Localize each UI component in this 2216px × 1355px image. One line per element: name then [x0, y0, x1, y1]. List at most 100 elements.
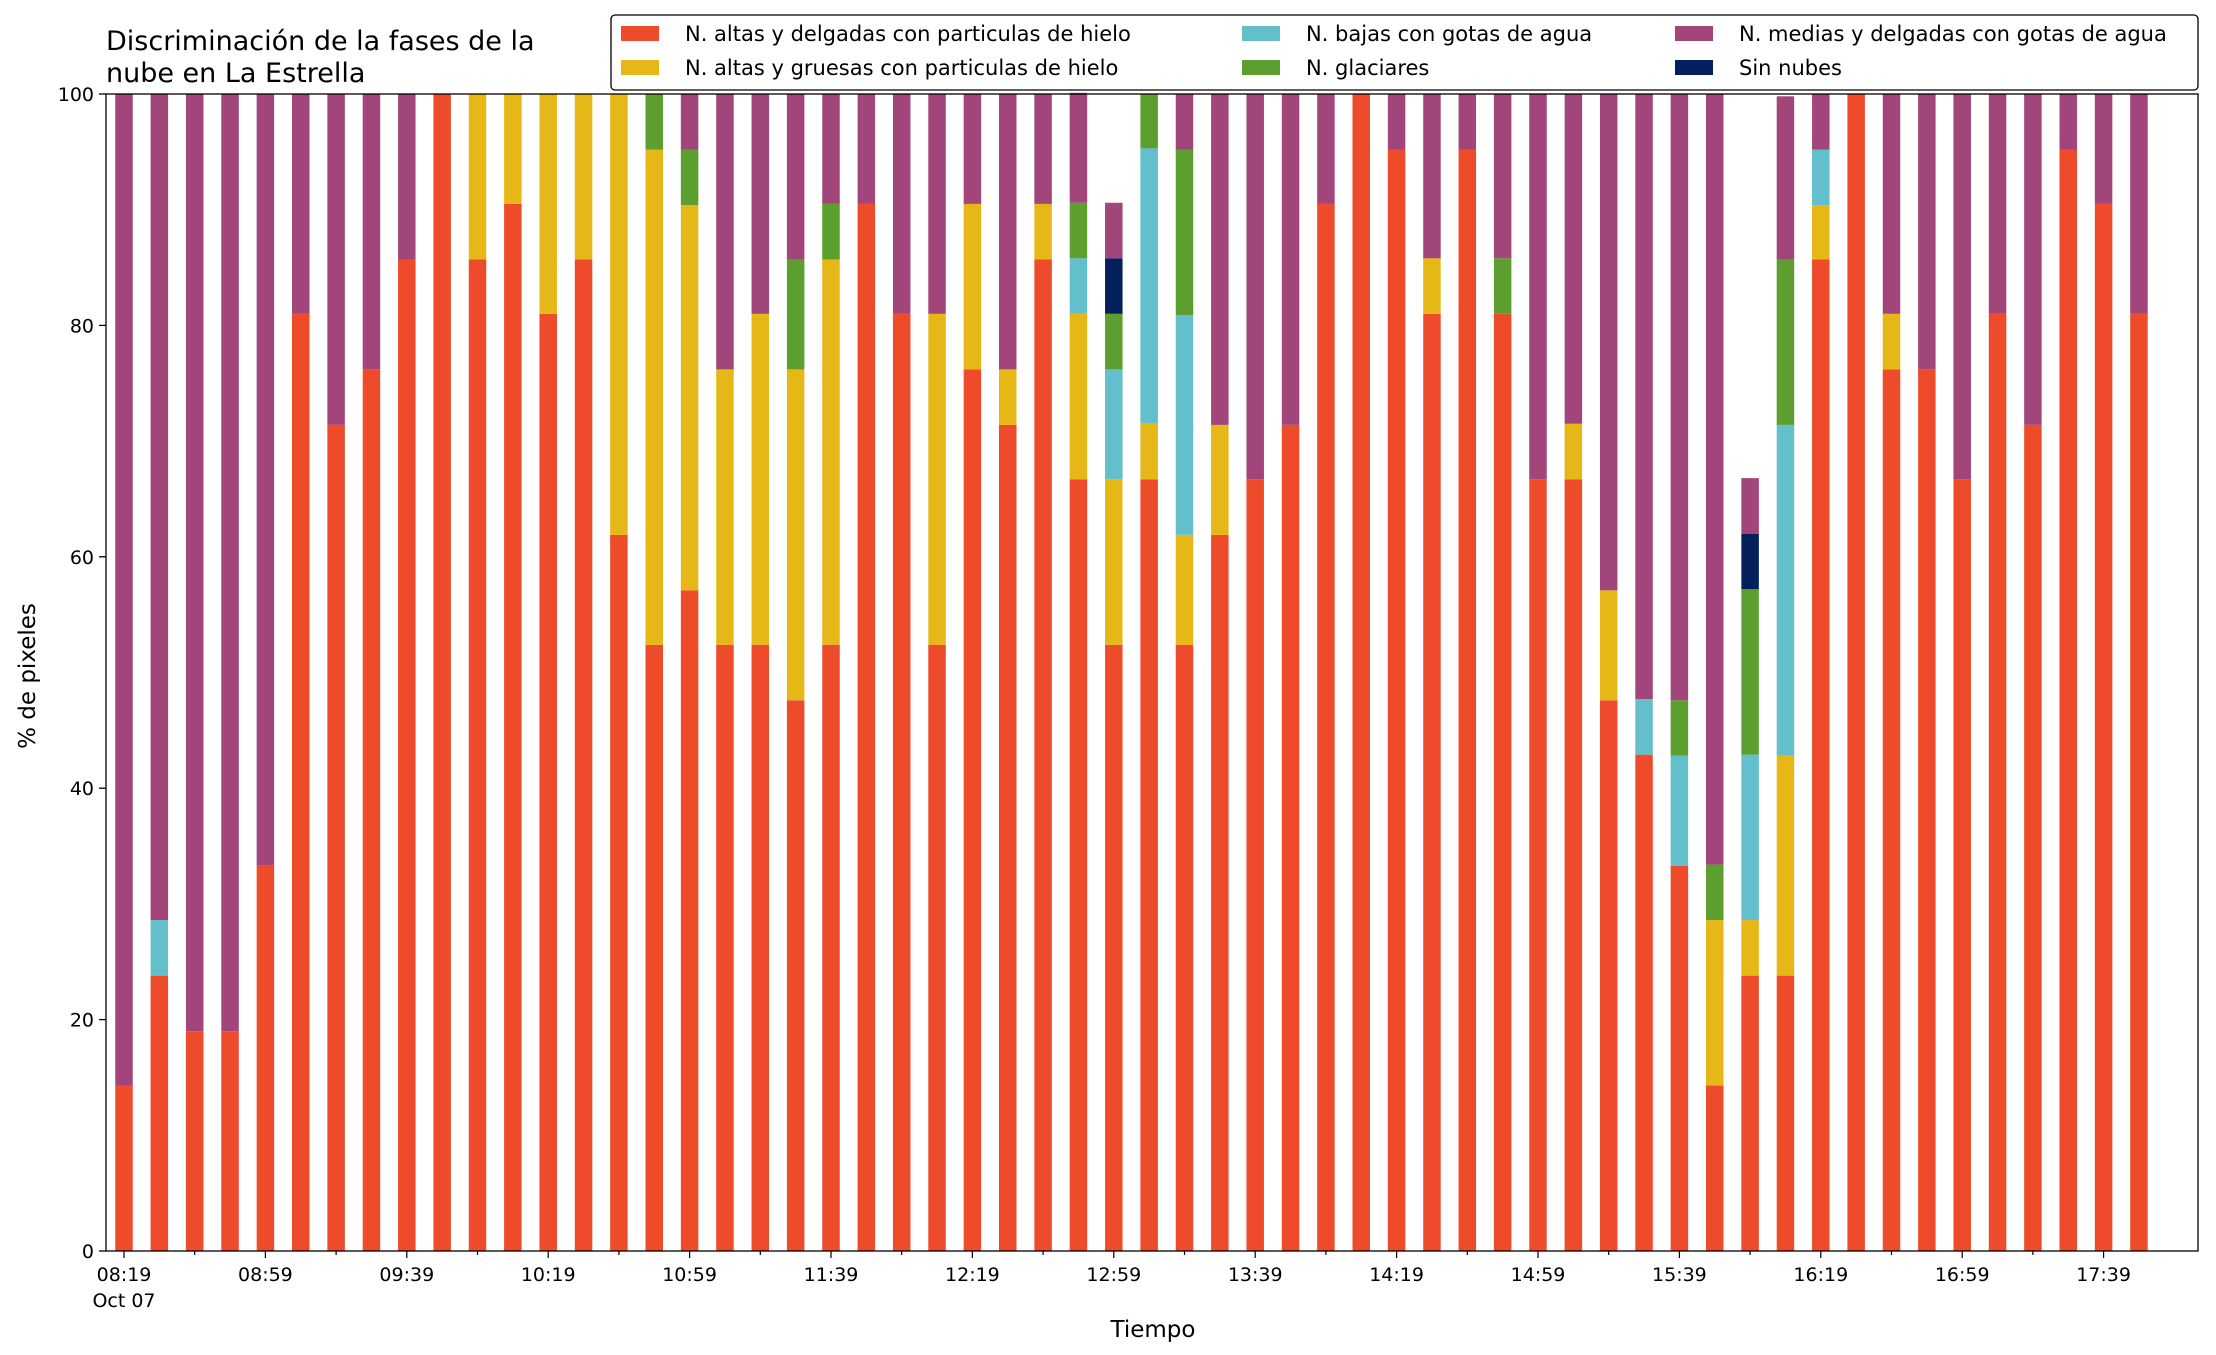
- bar-11:29-series-3: [786, 259, 805, 370]
- bar-12:19-series-0: [963, 369, 982, 1251]
- x-tick-label: 13:39: [1228, 1264, 1283, 1286]
- y-axis-label: % de pixeles: [15, 603, 41, 749]
- bar-13:29-series-0: [1211, 534, 1229, 1251]
- bar-16:49-series-5: [1918, 94, 1936, 370]
- bar-13:29-series-1: [1211, 424, 1229, 535]
- bar-15:39-series-5: [1670, 94, 1689, 701]
- legend-frame: [610, 14, 2199, 91]
- bar-16:19-series-2: [1812, 149, 1830, 206]
- bar-12:49-series-0: [1069, 479, 1088, 1251]
- bar-11:09-series-0: [716, 644, 734, 1251]
- bar-11:39-series-1: [822, 259, 840, 645]
- x-tick-label: 08:59: [238, 1264, 293, 1286]
- bar-09:09-series-5: [292, 94, 310, 314]
- bar-11:09-series-5: [716, 94, 734, 370]
- bar-10:59-series-5: [680, 94, 699, 150]
- bar-12:29-series-1: [999, 369, 1017, 425]
- bar-15:09-series-5: [1564, 94, 1583, 424]
- bar-08:49-series-0: [221, 1031, 239, 1251]
- bar-14:49-series-3: [1493, 258, 1512, 314]
- bar-17:19-series-0: [2024, 424, 2042, 1251]
- bar-10:49-series-0: [645, 644, 663, 1251]
- legend-swatch: [1675, 26, 1713, 41]
- bar-08:59-series-0: [256, 865, 275, 1251]
- chart-title-line-1: Discriminación de la fases de la: [106, 26, 535, 57]
- bar-11:09-series-1: [716, 369, 734, 645]
- bar-10:59-series-1: [680, 205, 699, 591]
- bar-11:39-series-3: [822, 203, 840, 260]
- bar-16:29-series-0: [1847, 94, 1865, 1251]
- bar-14:59-series-5: [1529, 94, 1547, 480]
- legend-swatch: [1242, 60, 1280, 75]
- bar-09:49-series-0: [433, 94, 451, 1251]
- x-tick-label: 14:19: [1369, 1264, 1424, 1286]
- chart-title-line-2: nube en La Estrella: [106, 58, 365, 89]
- bar-12:39-series-0: [1034, 259, 1052, 1251]
- bar-16:59-series-0: [1953, 479, 1971, 1251]
- bar-12:49-series-1: [1069, 313, 1088, 480]
- bar-15:59-series-3: [1741, 589, 1759, 755]
- y-tick-label: 80: [70, 315, 94, 337]
- bar-15:19-series-5: [1599, 94, 1618, 591]
- bar-15:29-series-0: [1635, 754, 1653, 1251]
- bar-11:19-series-0: [751, 644, 770, 1251]
- x-tick-date-label: Oct 07: [92, 1290, 155, 1312]
- bar-11:29-series-0: [786, 700, 805, 1251]
- bar-17:49-series-5: [2130, 94, 2148, 314]
- bar-16:49-series-0: [1918, 369, 1936, 1251]
- bar-13:29-series-5: [1211, 94, 1229, 425]
- bar-15:59-series-2: [1741, 754, 1759, 921]
- x-tick-label: 17:39: [2076, 1264, 2131, 1286]
- legend-swatch: [1242, 26, 1280, 41]
- bar-15:49-series-3: [1706, 864, 1724, 921]
- bar-09:39-series-0: [398, 259, 416, 1251]
- bar-08:59-series-5: [256, 94, 275, 866]
- bar-13:09-series-1: [1140, 423, 1158, 480]
- bar-16:39-series-1: [1882, 313, 1901, 370]
- bar-13:09-series-0: [1140, 479, 1158, 1251]
- bar-14:29-series-0: [1423, 313, 1441, 1252]
- bar-16:19-series-0: [1812, 259, 1830, 1251]
- bar-11:39-series-5: [822, 94, 840, 204]
- legend-entry-label: Sin nubes: [1739, 56, 1842, 80]
- bar-15:39-series-0: [1670, 865, 1689, 1251]
- bar-16:39-series-5: [1882, 94, 1901, 314]
- plot-frame: [105, 93, 2199, 1252]
- bar-12:49-series-5: [1069, 92, 1088, 203]
- bar-14:39-series-0: [1458, 149, 1477, 1251]
- bar-15:29-series-5: [1635, 94, 1653, 700]
- bar-11:49-series-5: [857, 94, 876, 204]
- bar-13:39-series-5: [1246, 94, 1264, 480]
- legend-entry-label: N. altas y gruesas con particulas de hie…: [685, 56, 1118, 80]
- bar-16:19-series-5: [1812, 94, 1830, 150]
- bar-14:49-series-5: [1493, 94, 1512, 259]
- legend-entry-label: N. medias y delgadas con gotas de agua: [1739, 22, 2167, 46]
- bar-14:19-series-0: [1387, 149, 1406, 1251]
- bar-13:49-series-0: [1281, 424, 1300, 1251]
- bar-15:49-series-5: [1706, 94, 1724, 865]
- bar-15:49-series-0: [1706, 1085, 1724, 1251]
- bar-15:39-series-3: [1670, 700, 1689, 756]
- bar-16:09-series-5: [1776, 96, 1795, 260]
- y-tick-label: 100: [58, 84, 94, 106]
- bar-12:59-series-4: [1105, 258, 1123, 314]
- bar-09:29-series-0: [362, 369, 381, 1251]
- bar-13:19-series-0: [1175, 644, 1194, 1251]
- bar-15:19-series-1: [1599, 590, 1618, 701]
- x-tick-label: 15:39: [1652, 1264, 1707, 1286]
- bar-12:49-series-2: [1069, 258, 1088, 314]
- legend-swatch: [1675, 60, 1713, 75]
- bar-09:19-series-0: [327, 424, 345, 1251]
- bar-17:39-series-5: [2094, 94, 2113, 204]
- legend-entry-label: N. altas y delgadas con particulas de hi…: [685, 22, 1131, 46]
- legend-entry-label: N. glaciares: [1306, 56, 1429, 80]
- bar-12:29-series-0: [999, 424, 1017, 1251]
- bar-13:59-series-5: [1317, 94, 1335, 204]
- bar-11:29-series-5: [786, 94, 805, 260]
- bar-17:29-series-5: [2059, 94, 2077, 150]
- bar-12:39-series-5: [1034, 94, 1052, 204]
- bar-08:29-series-5: [150, 94, 169, 921]
- bar-14:49-series-0: [1493, 313, 1512, 1252]
- bar-13:19-series-2: [1175, 314, 1194, 535]
